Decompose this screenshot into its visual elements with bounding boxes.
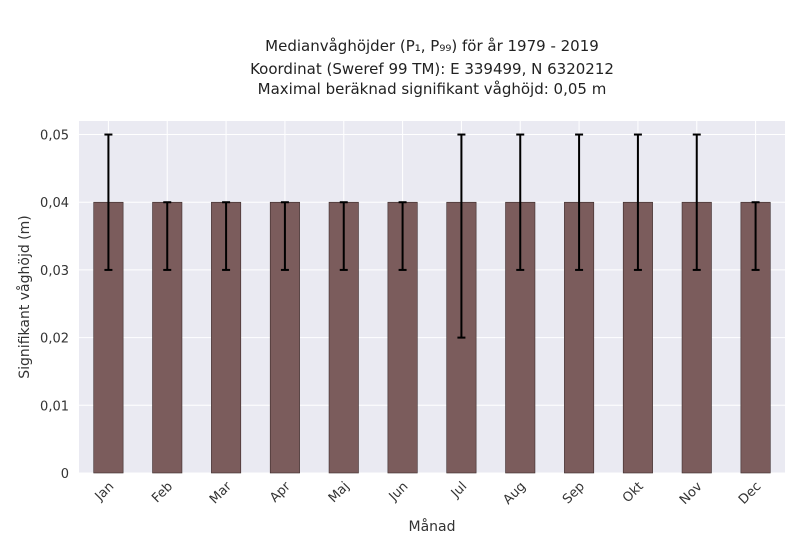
plot-area — [79, 121, 785, 473]
x-tick-label: Feb — [149, 479, 176, 506]
x-tick-label: Jun — [386, 479, 412, 505]
x-tick-label: Apr — [267, 479, 294, 506]
y-tick-label: 0,01 — [40, 399, 69, 414]
error-bar-apr — [280, 201, 289, 271]
error-bar-aug — [516, 133, 525, 271]
error-bar-dec — [751, 201, 760, 271]
y-tick-label: 0,02 — [40, 332, 69, 347]
error-bar-maj — [339, 201, 348, 271]
y-gridlines — [79, 134, 785, 474]
x-tick-label: Okt — [620, 479, 647, 506]
chart-title: Medianvåghöjder (P₁, P₉₉) för år 1979 - … — [250, 37, 614, 98]
chart-title-line-2: Koordinat (Sweref 99 TM): E 339499, N 63… — [250, 60, 614, 78]
x-tick-label: Maj — [326, 479, 353, 506]
error-bar-jan — [104, 133, 113, 271]
chart-title-line-1: Medianvåghöjder (P₁, P₉₉) för år 1979 - … — [265, 37, 599, 55]
y-tick-label: 0,04 — [40, 196, 69, 211]
error-bar-jun — [398, 201, 407, 271]
error-bar-okt — [633, 133, 642, 271]
x-tick-label: Aug — [501, 479, 530, 508]
x-tick-label: Sep — [560, 479, 588, 507]
x-tick-label: Nov — [677, 479, 706, 508]
x-tick-label: Mar — [207, 479, 235, 507]
x-tick-labels: Jan Feb Mar Apr Maj Jun Jul Aug Sep Okt Nov Dec — [92, 479, 765, 508]
chart-title-line-3: Maximal beräknad signifikant våghöjd: 0,… — [258, 80, 607, 98]
x-tick-label: Jul — [448, 479, 470, 501]
x-tick-label: Jan — [92, 479, 117, 504]
y-axis-label: Signifikant våghöjd (m) — [16, 215, 33, 378]
error-bar-jul — [457, 133, 466, 339]
error-bar-mar — [222, 201, 231, 271]
error-bars — [104, 133, 760, 339]
x-axis-label: Månad — [409, 518, 456, 535]
y-tick-labels: 0 0,01 0,02 0,03 0,04 0,05 — [40, 129, 69, 482]
y-tick-label: 0,05 — [40, 129, 69, 144]
error-bar-sep — [575, 133, 584, 271]
y-tick-label: 0,03 — [40, 264, 69, 279]
error-bar-nov — [692, 133, 701, 271]
y-tick-label: 0 — [61, 467, 69, 482]
x-tick-label: Dec — [736, 479, 764, 507]
error-bar-feb — [163, 201, 172, 271]
